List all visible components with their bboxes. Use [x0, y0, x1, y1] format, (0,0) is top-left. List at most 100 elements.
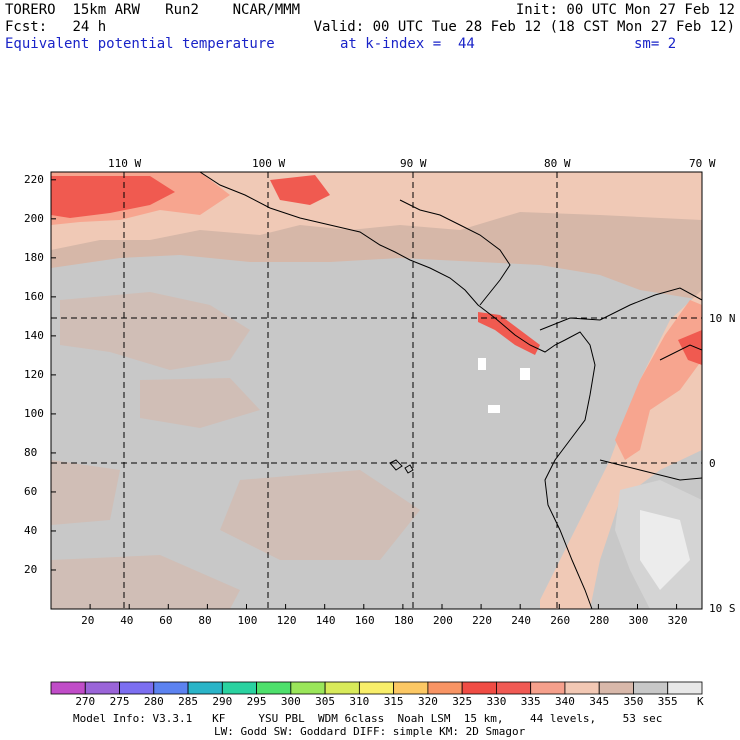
bottom-tick-label: 140 [315, 614, 336, 627]
colorbar-swatch [119, 681, 155, 695]
colorbar-swatch [290, 681, 326, 695]
lake-maracaibo [659, 344, 702, 361]
lon-label-70w: 70 W [689, 157, 716, 170]
left-tick-label: 180 [24, 250, 44, 264]
colorbar-label: 290 [212, 695, 233, 708]
smoothing-value: sm= 2 [634, 36, 677, 52]
valid-time: Valid: 00 UTC Tue 28 Feb 12 (18 CST Mon … [313, 19, 735, 35]
border-ecuador-peru [599, 459, 702, 481]
colorbar-label: 280 [143, 695, 164, 708]
lon-label-110w: 110 W [108, 157, 142, 170]
bottom-axis-ticks [89, 604, 678, 609]
colorbar-label: 310 [349, 695, 370, 708]
coastline-caribbean-central [399, 199, 511, 306]
colorbar-swatch [393, 681, 429, 695]
lon-label-90w: 90 W [400, 157, 427, 170]
colorbar-label: 350 [623, 695, 644, 708]
colorbar-label: 320 [417, 695, 438, 708]
colorbar-swatch [84, 681, 120, 695]
coastline-caribbean-south [539, 287, 702, 331]
field-white-speck-1 [478, 358, 486, 370]
field-red-mexico [270, 175, 330, 205]
forecast-value: 24 h [72, 19, 107, 35]
bottom-tick-label: 120 [276, 614, 297, 627]
colorbar-label: 300 [280, 695, 301, 708]
map-grid [51, 172, 702, 609]
field-tan-patch-3 [220, 470, 420, 560]
forecast-hour: Fcst: 24 h [5, 19, 106, 35]
bottom-tick-label: 200 [432, 614, 453, 627]
colorbar-swatch [221, 681, 257, 695]
colorbar-swatch [633, 681, 669, 695]
left-tick-label: 220 [24, 172, 44, 186]
left-tick-label: 100 [24, 406, 44, 420]
bottom-tick-label: 260 [550, 614, 571, 627]
colorbar-label: 325 [452, 695, 473, 708]
lon-label-100w: 100 W [252, 157, 286, 170]
colorbar-label: 295 [246, 695, 267, 708]
colorbar-swatch [256, 681, 292, 695]
field-white-andes [640, 510, 690, 590]
bottom-tick-label: 240 [511, 614, 532, 627]
colorbar-unit: K [697, 695, 704, 708]
colorbar [50, 681, 703, 695]
coastline-pacific [199, 172, 596, 609]
galapagos [389, 459, 403, 471]
bottom-tick-label: 40 [120, 614, 134, 627]
lat-label-0: 0 [709, 457, 716, 470]
bottom-tick-label: 220 [472, 614, 492, 627]
bottom-tick-label: 80 [198, 614, 212, 627]
colorbar-label: 285 [178, 695, 198, 708]
model-org: NCAR/MMM [232, 2, 301, 18]
colorbar-swatch [187, 681, 223, 695]
bottom-tick-label: 60 [159, 614, 173, 627]
colorbar-label: 340 [555, 695, 575, 708]
left-tick-label: 120 [24, 367, 44, 381]
init-time: Init: 00 UTC Mon 27 Feb 12 [515, 2, 735, 18]
forecast-label: Fcst: [5, 19, 48, 35]
model-name: TORERO [5, 2, 56, 18]
model-resolution: 15km ARW [72, 2, 140, 18]
coastlines [199, 172, 702, 609]
colorbar-swatch [667, 681, 703, 695]
field-white-speck-2 [520, 368, 530, 380]
bottom-tick-label: 160 [354, 614, 375, 627]
colorbar-label: 315 [383, 695, 404, 708]
colorbar-swatch [598, 681, 634, 695]
footer-physics-info: LW: Godd SW: Goddard DIFF: simple KM: 2D… [214, 725, 526, 738]
bottom-tick-label: 280 [589, 614, 610, 627]
lat-label-10s: 10 S [709, 602, 736, 615]
left-tick-label: 60 [24, 484, 38, 498]
field-tan-patch-4 [51, 555, 240, 609]
field-tan-patch-2 [140, 378, 260, 428]
left-tick-label: 40 [24, 523, 38, 537]
galapagos-2 [404, 464, 414, 474]
colorbar-swatch [564, 681, 600, 695]
colorbar-label: 270 [75, 695, 96, 708]
left-tick-label: 200 [24, 211, 44, 225]
colorbar-label: 335 [520, 695, 541, 708]
colorbar-swatch [153, 681, 189, 695]
colorbar-swatch [50, 681, 86, 695]
map-frame [50, 171, 703, 610]
colorbar-swatch [530, 681, 566, 695]
colorbar-label: 305 [315, 695, 336, 708]
colorbar-swatch [324, 681, 360, 695]
field-red-nw [51, 176, 175, 218]
left-tick-label: 140 [24, 328, 44, 342]
left-axis-ticks [51, 179, 56, 571]
colorbar-swatch [461, 681, 497, 695]
colorbar-swatch [358, 681, 395, 695]
bottom-tick-label: 320 [667, 614, 688, 627]
footer-model-info: Model Info: V3.3.1 KF YSU PBL WDM 6class… [73, 712, 663, 725]
bottom-tick-label: 180 [393, 614, 414, 627]
model-run: Run2 [165, 2, 199, 18]
colorbar-label: 345 [589, 695, 610, 708]
left-tick-label: 80 [24, 445, 38, 459]
field-red-se [678, 330, 702, 365]
left-tick-label: 20 [24, 562, 38, 576]
colorbar-label: 330 [486, 695, 507, 708]
field-tan-patch-5 [51, 460, 120, 525]
bottom-tick-label: 100 [237, 614, 258, 627]
